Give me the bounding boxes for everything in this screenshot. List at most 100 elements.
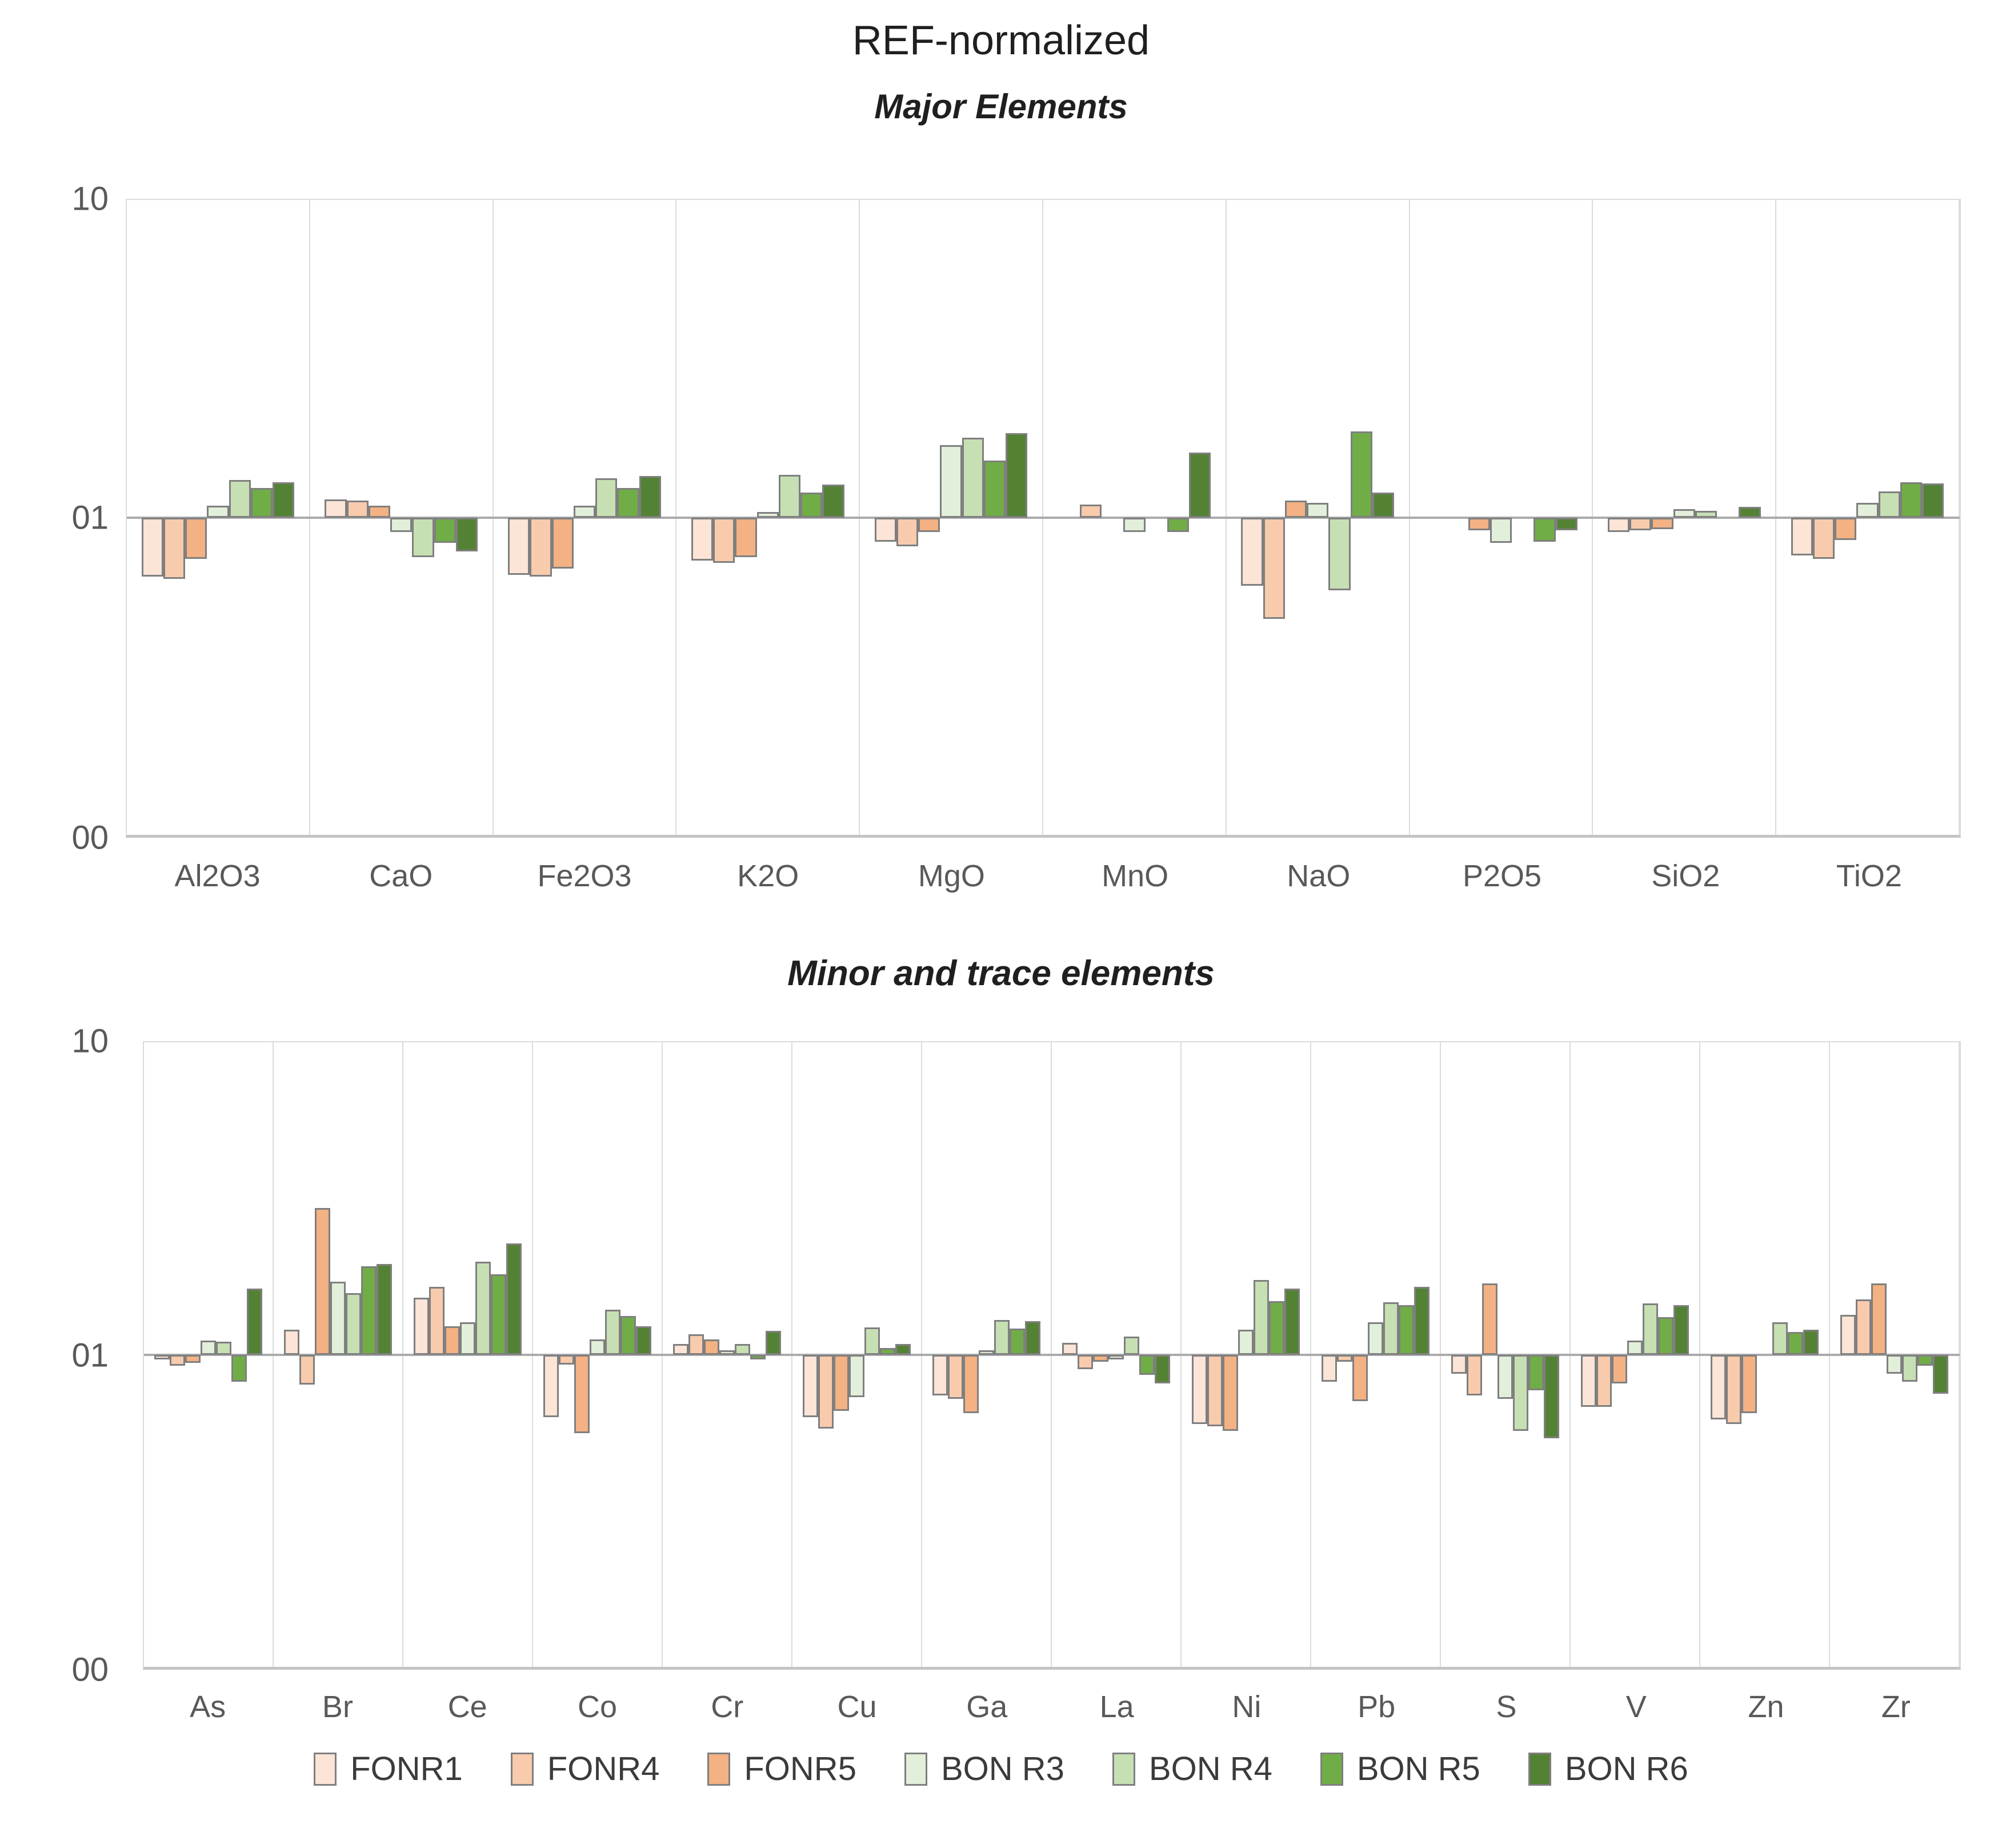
bar-bon-r4 bbox=[229, 480, 251, 518]
bar-fonr4 bbox=[1337, 1354, 1352, 1362]
bar-bon-r4 bbox=[1513, 1354, 1528, 1431]
bar-bon-r5 bbox=[800, 492, 823, 518]
bar-bon-r5 bbox=[231, 1354, 247, 1382]
legend-swatch-icon bbox=[1528, 1752, 1551, 1786]
legend: FONR1 FONR4 FONR5 BON R3 BON R4 BON R5 BON R6 bbox=[0, 1750, 2002, 1788]
bar-bon-r6 bbox=[1933, 1354, 1948, 1394]
bar-bon-r3 bbox=[330, 1282, 346, 1355]
bar-bon-r4 bbox=[1383, 1302, 1399, 1355]
bar-bon-r3 bbox=[460, 1322, 475, 1355]
category-label: Cu bbox=[837, 1690, 877, 1724]
bar-bon-r6 bbox=[1555, 517, 1577, 531]
bar-fonr5 bbox=[1835, 517, 1857, 540]
bar-bon-r5 bbox=[434, 517, 456, 543]
bar-fonr1 bbox=[154, 1354, 170, 1359]
bar-fonr1 bbox=[1581, 1354, 1596, 1407]
bar-fonr5 bbox=[1482, 1283, 1498, 1355]
bar-fonr1 bbox=[508, 517, 530, 575]
category-label: V bbox=[1625, 1690, 1647, 1724]
bar-bon-r6 bbox=[506, 1243, 522, 1355]
chart-title: REF-normalized bbox=[852, 18, 1150, 63]
bar-bon-r3 bbox=[590, 1339, 605, 1355]
bar-bon-r4 bbox=[1772, 1322, 1788, 1355]
bar-bon-r3 bbox=[390, 517, 413, 532]
legend-label: BON R4 bbox=[1148, 1750, 1272, 1787]
legend-label: BON R6 bbox=[1564, 1750, 1688, 1787]
bar-bon-r6 bbox=[766, 1331, 781, 1355]
bar-bon-r3 bbox=[1238, 1330, 1254, 1355]
bar-bon-r4 bbox=[1643, 1303, 1658, 1355]
bar-bon-r3 bbox=[1108, 1354, 1124, 1359]
bar-bon-r3 bbox=[207, 505, 229, 518]
bar-bon-r3 bbox=[979, 1350, 994, 1355]
bar-fonr1 bbox=[1451, 1354, 1467, 1374]
bar-bon-r6 bbox=[1922, 483, 1944, 518]
bar-fonr5 bbox=[1223, 1354, 1238, 1431]
category-label: K2O bbox=[737, 859, 799, 893]
bar-fonr5 bbox=[1468, 517, 1490, 531]
bar-bon-r5 bbox=[1269, 1301, 1284, 1355]
category-label: Ce bbox=[447, 1690, 487, 1724]
category-label: SiO2 bbox=[1651, 859, 1720, 893]
bar-fonr5 bbox=[963, 1354, 979, 1413]
bar-bon-r4 bbox=[346, 1293, 361, 1355]
bar-bon-r6 bbox=[1739, 506, 1761, 518]
bar-bon-r5 bbox=[1900, 482, 1923, 518]
category-label: Zr bbox=[1881, 1690, 1911, 1724]
major-y-tick-middle: 01 bbox=[71, 499, 109, 537]
category-label: NaO bbox=[1287, 859, 1351, 893]
category-label: As bbox=[190, 1690, 226, 1724]
bar-bon-r6 bbox=[1414, 1286, 1430, 1355]
category-group bbox=[403, 1042, 533, 1667]
bar-bon-r4 bbox=[475, 1262, 491, 1355]
bar-fonr1 bbox=[1192, 1354, 1207, 1424]
bar-bon-r4 bbox=[216, 1341, 231, 1355]
bar-fonr1 bbox=[1711, 1354, 1726, 1419]
bar-fonr1 bbox=[803, 1354, 818, 1418]
bar-bon-r6 bbox=[273, 482, 295, 518]
legend-swatch-icon bbox=[1112, 1752, 1135, 1786]
bar-bon-r4 bbox=[735, 1344, 750, 1355]
bar-bon-r4 bbox=[778, 475, 801, 518]
bar-fonr1 bbox=[1062, 1343, 1078, 1355]
major-y-tick-top: 10 bbox=[71, 180, 109, 218]
bar-fonr4 bbox=[713, 517, 735, 563]
bar-fonr4 bbox=[1078, 1354, 1093, 1369]
bar-bon-r6 bbox=[455, 517, 478, 552]
bar-bon-r4 bbox=[595, 478, 618, 518]
bar-bon-r3 bbox=[1887, 1354, 1902, 1374]
bar-bon-r4 bbox=[412, 517, 434, 557]
bar-fonr5 bbox=[1651, 517, 1673, 529]
bar-fonr4 bbox=[429, 1286, 445, 1355]
bar-bon-r6 bbox=[1803, 1330, 1819, 1355]
bar-fonr5 bbox=[368, 505, 391, 518]
bar-fonr4 bbox=[170, 1354, 185, 1366]
bar-bon-r4 bbox=[864, 1327, 880, 1355]
bar-bon-r6 bbox=[1372, 492, 1395, 518]
bar-fonr5 bbox=[1352, 1354, 1368, 1401]
legend-swatch-icon bbox=[1320, 1752, 1343, 1786]
legend-swatch-icon bbox=[314, 1752, 337, 1786]
category-label: Co bbox=[577, 1690, 617, 1724]
minor-plot-area bbox=[143, 1041, 1961, 1670]
bar-bon-r6 bbox=[1284, 1288, 1300, 1355]
bar-bon-r5 bbox=[1533, 517, 1556, 542]
bar-fonr5 bbox=[1741, 1354, 1757, 1413]
category-label: S bbox=[1496, 1690, 1517, 1724]
bar-fonr1 bbox=[1607, 517, 1630, 532]
bar-fonr4 bbox=[818, 1354, 834, 1429]
category-label: MgO bbox=[918, 859, 985, 893]
bar-fonr1 bbox=[1241, 517, 1263, 586]
legend-swatch-icon bbox=[707, 1752, 731, 1786]
bar-bon-r6 bbox=[1155, 1354, 1170, 1383]
bar-bon-r3 bbox=[940, 445, 962, 518]
bar-bon-r3 bbox=[719, 1350, 735, 1355]
bar-bon-r5 bbox=[1658, 1317, 1673, 1355]
category-group bbox=[676, 200, 860, 835]
category-label: TiO2 bbox=[1836, 859, 1902, 893]
major-x-axis-labels: Al2O3 CaO Fe2O3 K2O MgO MnO NaO P2O5 SiO2 TiO2 bbox=[126, 858, 1961, 894]
bar-fonr5 bbox=[1284, 501, 1307, 518]
bar-fonr4 bbox=[559, 1354, 574, 1365]
bar-fonr1 bbox=[141, 517, 163, 577]
category-group bbox=[1182, 1042, 1311, 1667]
